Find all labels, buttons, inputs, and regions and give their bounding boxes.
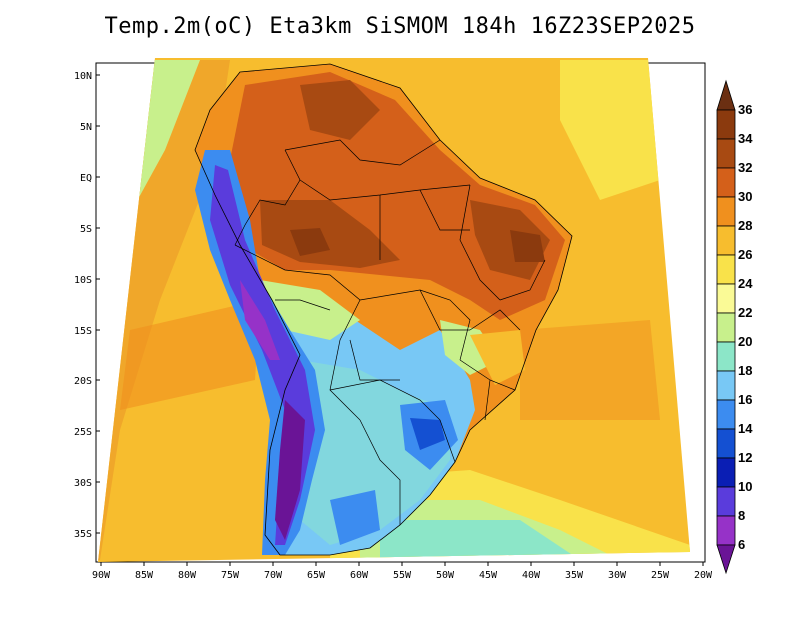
- colorbar-label: 16: [738, 392, 752, 407]
- longitude-axis: 90W 85W 80W 75W 70W 65W 60W 55W 50W 45W …: [92, 562, 713, 581]
- colorbar-segment: [716, 428, 736, 459]
- colorbar-label: 26: [738, 247, 752, 262]
- colorbar-segment: [716, 312, 736, 343]
- lon-label: 75W: [221, 570, 240, 581]
- colorbar-segment: [716, 225, 736, 256]
- colorbar-segment: [716, 341, 736, 372]
- colorbar-label: 6: [738, 537, 745, 552]
- colorbar-label: 20: [738, 334, 752, 349]
- lon-label: 20W: [694, 570, 713, 581]
- map-title: Temp.2m(oC) Eta3km SiSMOM 184h 16Z23SEP2…: [104, 14, 696, 39]
- colorbar-label: 24: [738, 276, 753, 291]
- lat-label: 10S: [74, 275, 92, 286]
- lon-label: 60W: [350, 570, 369, 581]
- lat-label: EQ: [80, 173, 92, 184]
- colorbar-label: 8: [738, 508, 745, 523]
- lat-label: 25S: [74, 427, 92, 438]
- lon-label: 70W: [264, 570, 283, 581]
- colorbar-segment: [716, 486, 736, 517]
- colorbar-arrow-bottom: [716, 544, 736, 575]
- colorbar-label: 28: [738, 218, 752, 233]
- lat-label: 30S: [74, 478, 92, 489]
- lon-label: 40W: [522, 570, 541, 581]
- colorbar-label: 32: [738, 160, 752, 175]
- lon-label: 25W: [651, 570, 670, 581]
- colorbar: 36 34 32 30 28 26 24 22 20 18 16 14 12 1…: [716, 79, 753, 575]
- lon-label: 80W: [178, 570, 197, 581]
- colorbar-label: 10: [738, 479, 752, 494]
- lat-label: 5S: [80, 224, 92, 235]
- lon-label: 65W: [307, 570, 326, 581]
- lon-label: 30W: [608, 570, 627, 581]
- colorbar-label: 12: [738, 450, 752, 465]
- colorbar-segment: [716, 196, 736, 227]
- lat-label: 35S: [74, 529, 92, 540]
- colorbar-label: 14: [738, 421, 753, 436]
- lon-label: 45W: [479, 570, 498, 581]
- colorbar-segment: [716, 254, 736, 285]
- colorbar-segment: [716, 515, 736, 546]
- temperature-field: [98, 58, 690, 562]
- colorbar-label: 18: [738, 363, 752, 378]
- lon-label: 50W: [436, 570, 455, 581]
- lon-label: 85W: [135, 570, 154, 581]
- latitude-axis: 10N 5N EQ 5S 10S 15S 20S 25S 30S 35S: [74, 71, 100, 540]
- lat-label: 20S: [74, 376, 92, 387]
- colorbar-segment: [716, 167, 736, 198]
- lon-label: 55W: [393, 570, 412, 581]
- colorbar-label: 22: [738, 305, 752, 320]
- colorbar-label: 30: [738, 189, 752, 204]
- colorbar-segment: [716, 370, 736, 401]
- lon-label: 35W: [565, 570, 584, 581]
- colorbar-label: 34: [738, 131, 753, 146]
- colorbar-arrow-top: [716, 79, 736, 111]
- colorbar-segment: [716, 457, 736, 488]
- lat-label: 10N: [74, 71, 92, 82]
- lat-label: 5N: [80, 122, 92, 133]
- colorbar-label: 36: [738, 102, 752, 117]
- colorbar-segment: [716, 283, 736, 314]
- lon-label: 90W: [92, 570, 111, 581]
- colorbar-segment: [716, 109, 736, 140]
- lat-label: 15S: [74, 326, 92, 337]
- colorbar-segment: [716, 399, 736, 430]
- colorbar-segment: [716, 138, 736, 169]
